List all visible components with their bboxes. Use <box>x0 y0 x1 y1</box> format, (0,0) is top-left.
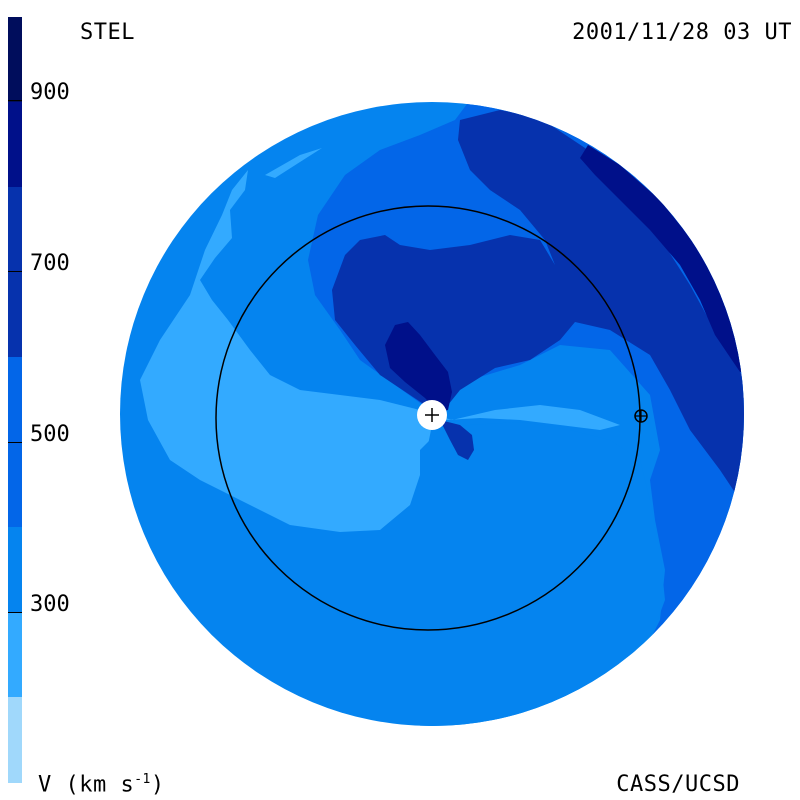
velocity-region-300-400 <box>420 422 665 726</box>
earth-icon <box>634 409 648 423</box>
colorbar-tick <box>8 271 22 272</box>
colorbar-tick-label: 500 <box>30 422 70 447</box>
units-exponent: -1 <box>134 772 151 787</box>
colorbar-tick-label: 900 <box>30 80 70 105</box>
colorbar-segment <box>8 17 22 102</box>
colorbar-segment <box>8 612 22 697</box>
velocity-region-500-600 <box>440 420 474 460</box>
colorbar-segment <box>8 697 22 783</box>
colorbar-tick <box>8 612 22 613</box>
observatory-label: STEL <box>80 20 135 45</box>
colorbar-segment <box>8 187 22 357</box>
earth-orbit <box>215 205 641 631</box>
velocity-region-200-300 <box>140 170 620 532</box>
sun-icon <box>417 400 447 430</box>
units-text: V (km s <box>38 772 135 798</box>
colorbar-tick-label: 700 <box>30 251 70 276</box>
colorbar-segment <box>8 102 22 187</box>
colorbar-tick <box>8 442 22 443</box>
colorbar-tick <box>8 100 22 101</box>
velocity-region-200-300 <box>265 148 322 178</box>
credit-label: CASS/UCSD <box>616 772 740 797</box>
velocity-region-600-700 <box>385 322 452 412</box>
units-label: V (km s-1) <box>38 772 165 797</box>
units-close: ) <box>150 772 165 798</box>
velocity-region-600-700 <box>580 145 744 380</box>
colorbar-tick-label: 300 <box>30 592 70 617</box>
timestamp-label: 2001/11/28 03 UT <box>572 20 792 45</box>
colorbar-segment <box>8 527 22 612</box>
